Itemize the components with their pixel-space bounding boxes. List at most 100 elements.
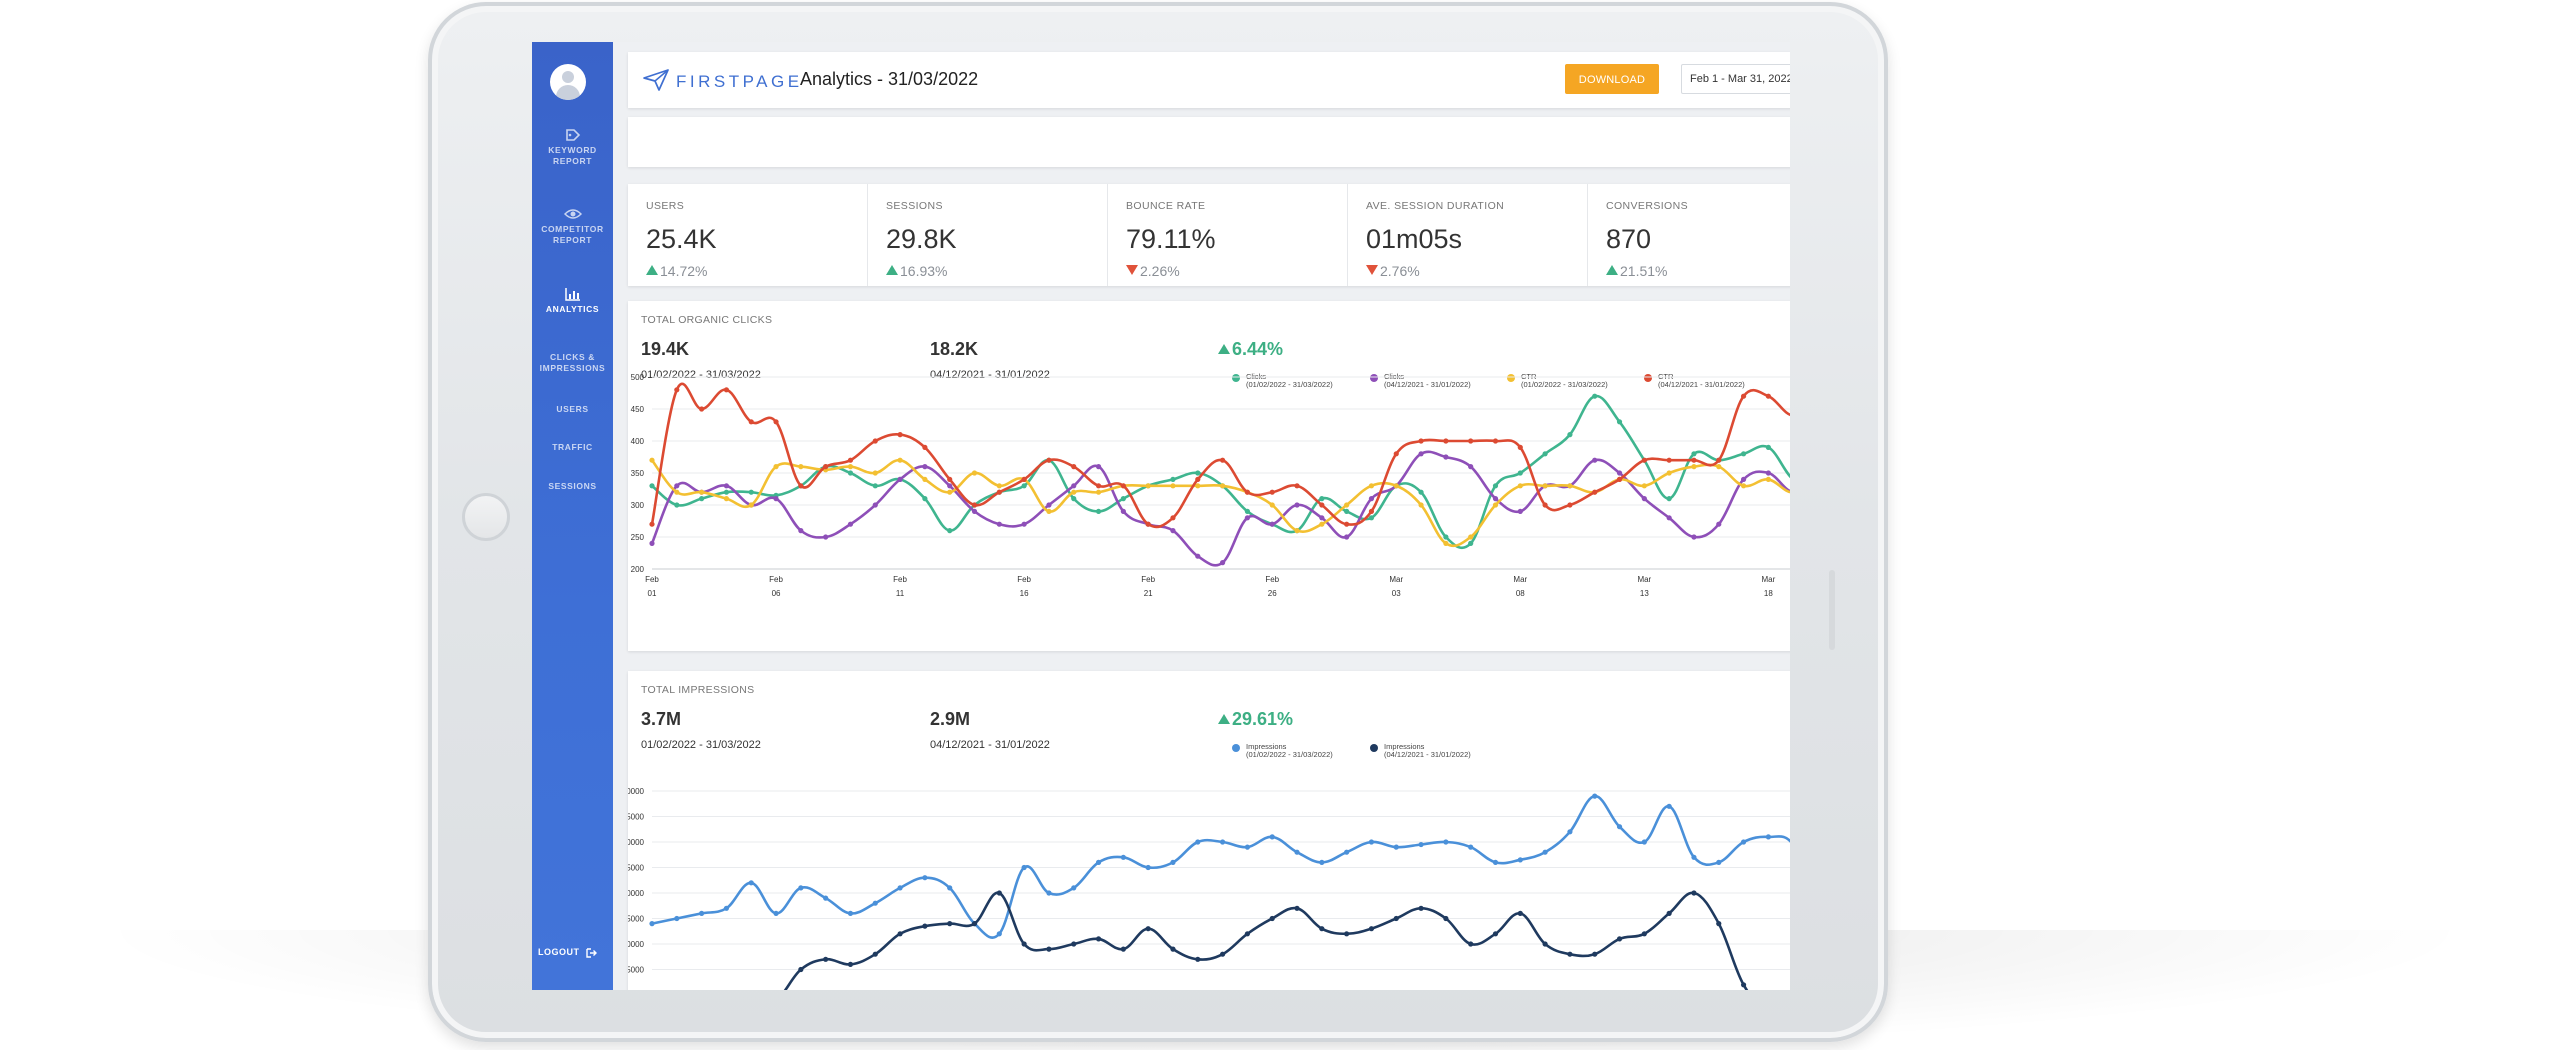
data-point — [897, 457, 903, 463]
data-point — [1616, 824, 1623, 830]
data-point — [1443, 438, 1449, 444]
data-point — [723, 483, 730, 489]
data-point — [1716, 859, 1722, 865]
data-point — [1616, 476, 1623, 482]
data-point — [1294, 528, 1300, 534]
data-point — [1492, 502, 1499, 508]
sidebar-item-traffic[interactable]: TRAFFIC — [532, 442, 613, 453]
data-point — [1368, 508, 1375, 514]
x-tick-day: 03 — [1392, 589, 1401, 598]
sidebar-item-users[interactable]: USERS — [532, 404, 613, 415]
data-point — [1368, 515, 1375, 521]
data-point — [922, 476, 928, 482]
data-point — [823, 464, 829, 470]
data-point — [1616, 470, 1623, 476]
legend-dot — [1232, 744, 1240, 752]
sidebar-item-analytics[interactable]: ANALYTICS — [532, 287, 613, 315]
avatar-body-icon — [556, 85, 580, 100]
sidebar-item-label: SESSIONS — [548, 481, 597, 491]
data-point — [996, 483, 1002, 489]
avatar-head-icon — [562, 71, 574, 83]
x-tick-month: Mar — [1513, 575, 1527, 584]
data-point — [1418, 451, 1424, 457]
data-point — [1319, 502, 1325, 508]
legend-item[interactable]: Impressions (01/02/2022 - 31/03/2022) — [1232, 743, 1333, 759]
data-point — [1294, 502, 1300, 508]
data-point — [1517, 508, 1523, 514]
impressions-chart[interactable]: 4000045000500005500060000650007000075000… — [628, 671, 1790, 990]
data-point — [674, 915, 680, 922]
sidebar-item-competitor-report[interactable]: COMPETITOR REPORT — [532, 207, 613, 246]
sidebar-item-label: KEYWORD — [548, 145, 597, 155]
date-range-picker[interactable]: Feb 1 - Mar 31, 2022 — [1681, 64, 1790, 94]
sidebar-item-label: IMPRESSIONS — [539, 363, 606, 373]
data-point — [1344, 931, 1350, 937]
data-point — [798, 464, 804, 470]
data-point — [971, 921, 978, 927]
data-point — [1592, 457, 1598, 463]
data-point — [1393, 844, 1399, 850]
data-point — [947, 489, 953, 495]
kpi-change: 2.76% — [1366, 263, 1420, 279]
download-button[interactable]: DOWNLOAD — [1565, 64, 1659, 94]
legend-dot — [1507, 374, 1515, 382]
sidebar-item-sessions[interactable]: SESSIONS — [532, 481, 613, 492]
arrow-down-icon — [1126, 265, 1138, 275]
data-point — [1666, 803, 1672, 809]
data-point — [1095, 508, 1102, 514]
kpi-value: 29.8K — [886, 224, 957, 254]
data-point — [748, 419, 754, 425]
kpi-label: USERS — [646, 200, 685, 212]
legend-range: (01/02/2022 - 31/03/2022) — [1521, 380, 1608, 389]
data-point — [649, 521, 655, 527]
user-avatar[interactable] — [550, 64, 586, 100]
paper-plane-icon — [643, 69, 669, 91]
data-point — [1145, 864, 1151, 871]
data-point — [1095, 936, 1102, 942]
data-point — [922, 923, 928, 929]
organic-clicks-chart[interactable]: 200 250 300 350 400 450 500 Feb 01 Feb 06 Feb 11 Feb 1… — [628, 301, 1790, 651]
kpi-bounce-rate: BOUNCE RATE 79.11% 2.26% — [1108, 184, 1348, 286]
logout-button[interactable]: LOGOUT — [538, 947, 608, 958]
data-point — [1567, 432, 1573, 438]
data-point — [1740, 982, 1747, 988]
kpi-change-value: 2.76% — [1380, 263, 1420, 279]
data-point — [823, 956, 829, 962]
data-point — [1021, 476, 1027, 482]
data-point — [1021, 483, 1027, 489]
data-point — [1170, 946, 1176, 952]
data-point — [1740, 476, 1747, 482]
data-point — [1418, 502, 1424, 508]
data-point — [1567, 483, 1573, 489]
data-point — [1443, 915, 1449, 922]
sidebar-item-clicks-impressions[interactable]: CLICKS & IMPRESSIONS — [532, 352, 613, 374]
eye-icon — [563, 209, 582, 219]
y-tick-label: 500 — [631, 373, 645, 382]
data-point — [649, 921, 655, 927]
x-tick-day: 18 — [1764, 589, 1773, 598]
data-point — [649, 540, 655, 546]
arrow-up-icon — [886, 265, 898, 275]
data-point — [1567, 951, 1573, 957]
legend-item[interactable]: Impressions (04/12/2021 - 31/01/2022) — [1370, 743, 1471, 759]
data-point — [922, 496, 928, 502]
data-point — [1319, 926, 1325, 932]
data-point — [1592, 489, 1598, 495]
data-point — [1195, 470, 1201, 476]
arrow-down-icon — [1366, 265, 1378, 275]
data-point — [847, 521, 854, 527]
data-point — [1046, 946, 1052, 952]
data-point — [872, 900, 878, 906]
data-point — [1170, 515, 1176, 521]
data-point — [1195, 483, 1201, 489]
data-point — [1468, 540, 1474, 546]
data-point — [1641, 457, 1647, 463]
sidebar-item-keyword-report[interactable]: KEYWORD REPORT — [532, 128, 613, 167]
legend-range: (01/02/2022 - 31/03/2022) — [1246, 750, 1333, 759]
data-point — [1021, 864, 1027, 871]
data-point — [1120, 946, 1126, 952]
previous-total: 2.9M — [930, 709, 971, 729]
data-point — [1492, 496, 1499, 502]
previous-range: 04/12/2021 - 31/01/2022 — [930, 369, 1050, 381]
data-point — [1344, 849, 1350, 855]
